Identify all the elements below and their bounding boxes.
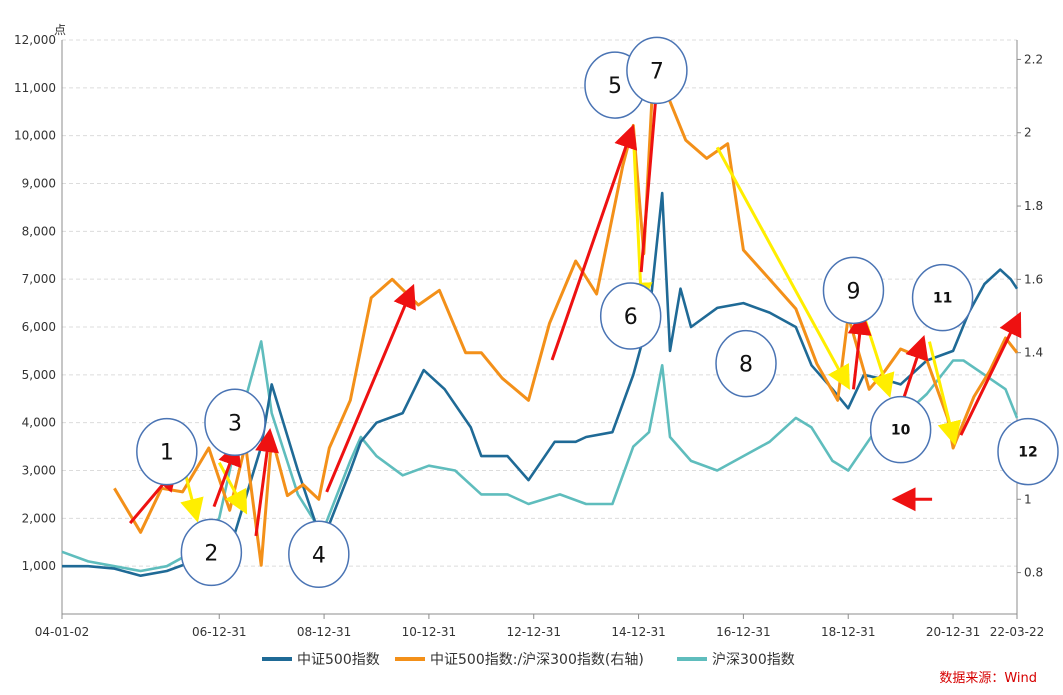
x-tick-label: 06-12-31 [192, 625, 246, 639]
right-tick-label: 1.8 [1024, 199, 1043, 213]
x-tick-label: 16-12-31 [716, 625, 770, 639]
trend-arrows [128, 76, 1022, 537]
x-tick-label: 18-12-31 [821, 625, 875, 639]
down-trend-arrow [715, 146, 850, 390]
unit-label: 点 [54, 23, 66, 37]
left-tick-label: 12,000 [14, 33, 56, 47]
up-trend-arrow [212, 441, 242, 508]
phase-label: 11 [933, 291, 952, 307]
left-tick-label: 1,000 [22, 559, 56, 573]
data-source: 数据来源：Wind [939, 671, 1037, 686]
right-tick-label: 1.4 [1024, 346, 1043, 360]
x-tick-label: 12-12-31 [507, 625, 561, 639]
phase-circle [869, 395, 932, 464]
phase-label: 6 [624, 305, 638, 330]
down-trend-arrow [928, 341, 962, 446]
x-tick-label: 20-12-31 [926, 625, 980, 639]
legend-label-ratio: 中证500指数:/沪深300指数(右轴) [430, 652, 644, 668]
up-trend-arrow [959, 311, 1022, 436]
phase-label: 5 [608, 74, 622, 99]
phase-label: 10 [891, 423, 911, 439]
left-tick-label: 10,000 [14, 129, 56, 143]
x-axis-ticks: 04-01-02 06-12-31 08-12-31 10-12-31 12-12-31… [35, 614, 1044, 639]
up-trend-arrow [325, 283, 416, 493]
left-tick-label: 11,000 [14, 81, 56, 95]
series-line-hs300 [61, 340, 1019, 573]
left-tick-label: 3,000 [22, 464, 56, 478]
phase-circle [204, 388, 266, 457]
phase-circle [911, 263, 974, 332]
up-trend-arrow [550, 124, 638, 361]
legend-label-csi500: 中证500指数 [297, 652, 380, 668]
phase-circle [715, 329, 777, 398]
phase-label: 2 [204, 541, 218, 566]
x-tick-label: 22-03-22 [990, 625, 1044, 639]
up-trend-arrow [847, 310, 872, 390]
left-axis-ticks: 1,000 2,000 3,000 4,000 5,000 6,000 7,000 8,000… [14, 33, 56, 573]
phase-circle [599, 282, 662, 350]
left-tick-label: 8,000 [22, 224, 56, 238]
phase-label: 9 [846, 279, 860, 304]
phase-circle [288, 520, 350, 589]
grid-lines [62, 39, 1017, 567]
right-tick-label: 2 [1024, 126, 1032, 140]
right-tick-label: 2.2 [1024, 52, 1043, 66]
left-tick-label: 5,000 [22, 368, 56, 382]
right-tick-label: 0.8 [1024, 566, 1043, 580]
down-trend-arrow [217, 461, 248, 515]
phase-circle [997, 417, 1059, 486]
phase-circle [626, 36, 688, 105]
legend: 中证500指数 中证500指数:/沪深300指数(右轴) 沪深300指数 [262, 652, 795, 668]
legend-label-hs300: 沪深300指数 [712, 652, 795, 668]
left-tick-label: 9,000 [22, 177, 56, 191]
right-axis-ticks: 0.811.21.41.61.822.2 [1017, 52, 1043, 580]
right-tick-label: 1.6 [1024, 272, 1043, 286]
phase-label: 4 [312, 543, 326, 568]
phase-circle [136, 417, 198, 486]
x-tick-label: 04-01-02 [35, 625, 89, 639]
phase-circle [822, 256, 885, 325]
left-tick-label: 7,000 [22, 272, 56, 286]
left-tick-label: 2,000 [22, 511, 56, 525]
right-tick-label: 1 [1024, 492, 1032, 506]
phase-label: 7 [650, 59, 664, 84]
phase-label: 1 [160, 441, 174, 466]
up-trend-arrow [639, 76, 668, 273]
x-tick-label: 08-12-31 [297, 625, 351, 639]
series-lines [61, 87, 1019, 577]
phase-label: 12 [1018, 445, 1037, 461]
left-tick-label: 4,000 [22, 416, 56, 430]
phase-label: 3 [228, 411, 242, 436]
phase-label: 8 [739, 353, 753, 378]
up-trend-arrow [254, 428, 279, 537]
phase-circle [180, 518, 243, 587]
left-tick-label: 6,000 [22, 320, 56, 334]
x-tick-label: 14-12-31 [611, 625, 665, 639]
x-tick-label: 10-12-31 [402, 625, 456, 639]
